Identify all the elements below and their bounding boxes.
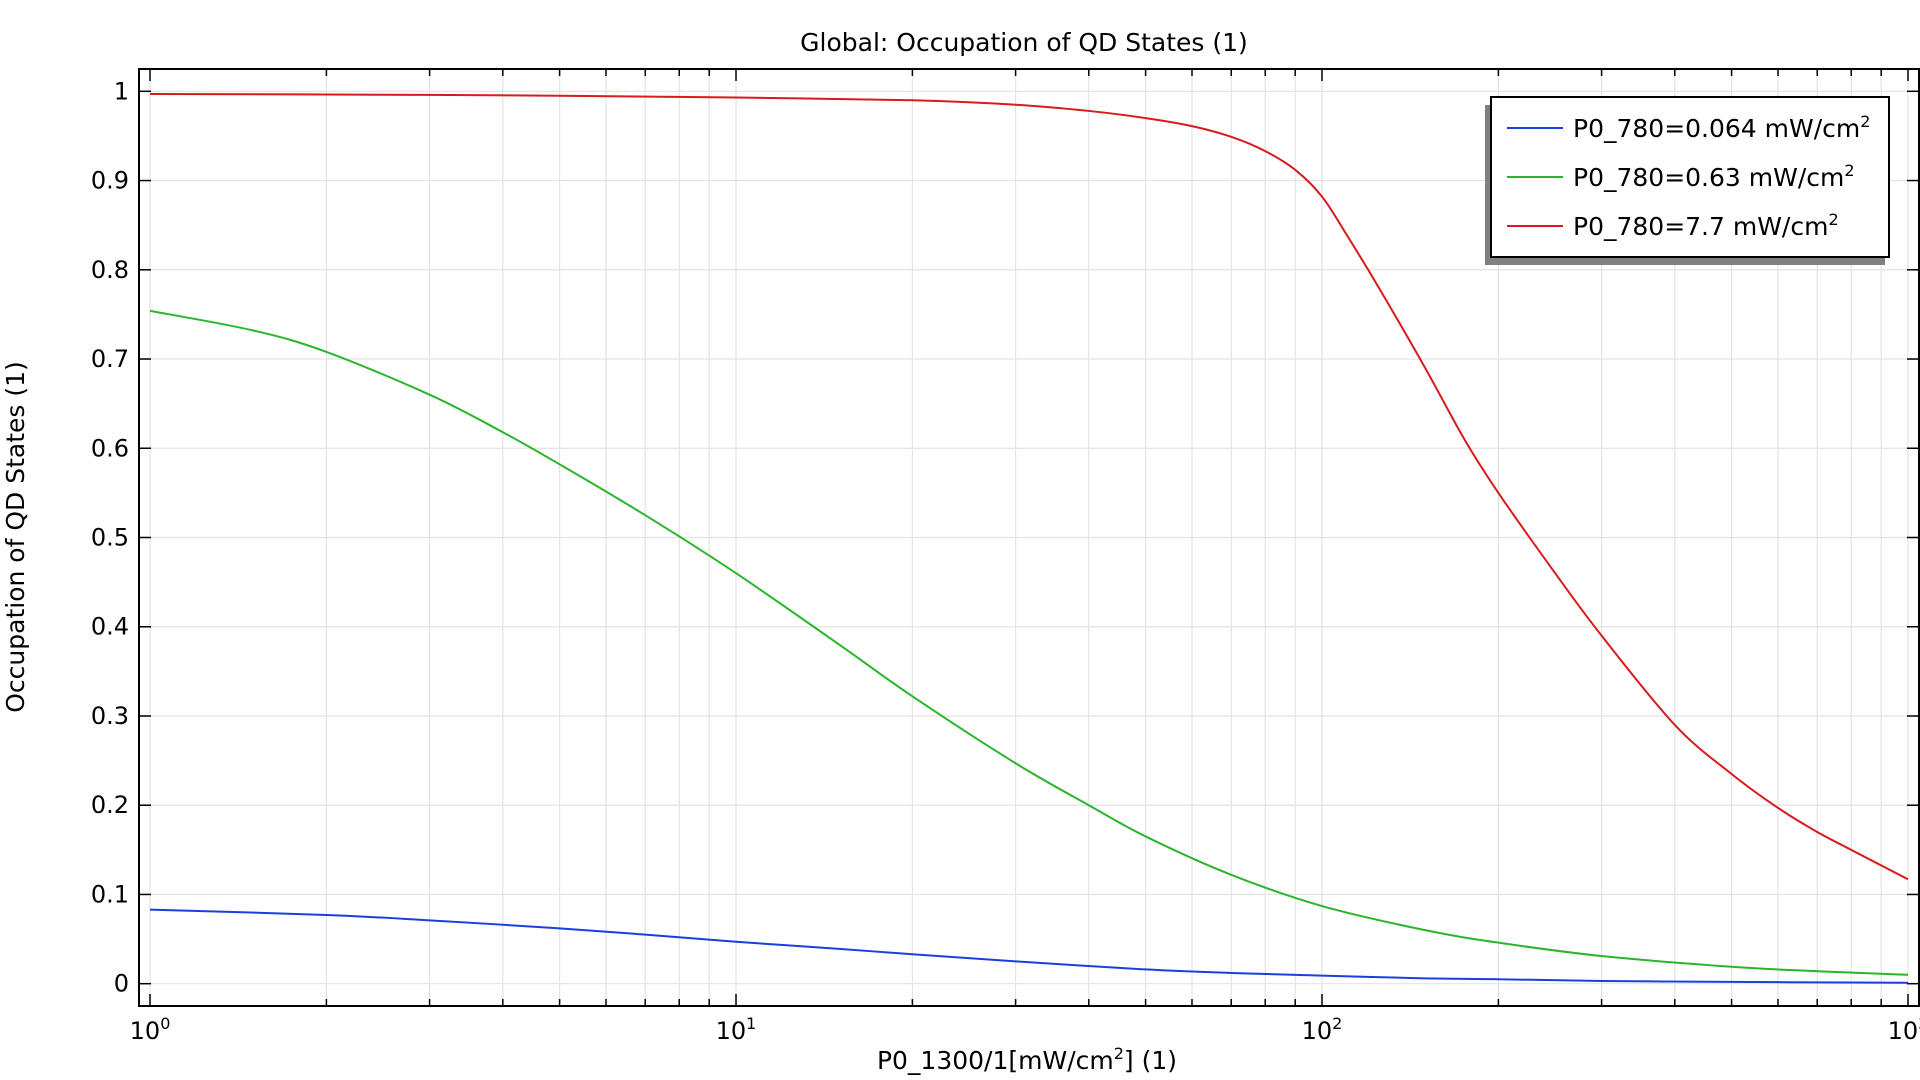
x-tick-label: 100	[130, 1014, 171, 1045]
y-tick-label: 0.2	[91, 791, 129, 819]
y-tick-label: 0.1	[91, 880, 129, 908]
x-tick-label-exponent: 2	[1332, 1014, 1342, 1033]
y-tick-label: 0.3	[91, 702, 129, 730]
axis-ticks: 10010110210300.10.20.30.40.50.60.70.80.9…	[91, 69, 1920, 1045]
x-axis-label: P0_1300/1[mW/cm2] (1)	[877, 1044, 1177, 1075]
series-lines	[149, 92, 1909, 984]
x-tick-label: 101	[716, 1014, 757, 1045]
x-tick-label-exponent: 1	[746, 1014, 756, 1033]
x-tick-label-base: 10	[130, 1017, 161, 1045]
legend-label: P0_780=7.7 mW/cm2	[1573, 210, 1839, 241]
x-tick-label-exponent: 0	[160, 1014, 170, 1033]
y-tick-label: 1	[114, 77, 129, 105]
y-axis-label: Occupation of QD States (1)	[1, 361, 30, 713]
x-tick-label-base: 10	[1888, 1017, 1919, 1045]
x-tick-label-base: 10	[1302, 1017, 1333, 1045]
legend-label: P0_780=0.064 mW/cm2	[1573, 112, 1870, 143]
x-tick-label-exponent: 3	[1918, 1014, 1920, 1033]
series-line	[149, 908, 1908, 984]
x-tick-label: 102	[1302, 1014, 1343, 1045]
y-tick-label: 0.6	[91, 434, 129, 462]
y-tick-label: 0.7	[91, 345, 129, 373]
legend-label-text: P0_780=0.064 mW/cm	[1573, 114, 1860, 143]
legend-label-superscript: 2	[1828, 210, 1838, 229]
y-tick-label: 0.4	[91, 613, 129, 641]
series-line	[149, 309, 1909, 976]
x-tick-label: 103	[1888, 1014, 1920, 1045]
legend-label-superscript: 2	[1860, 112, 1870, 131]
legend-label-text: P0_780=7.7 mW/cm	[1573, 212, 1828, 241]
y-tick-label: 0.9	[91, 167, 129, 195]
y-tick-label: 0	[114, 970, 129, 998]
y-tick-label: 0.8	[91, 256, 129, 284]
chart-title: Global: Occupation of QD States (1)	[800, 28, 1248, 57]
x-axis-label-superscript: 2	[1114, 1044, 1124, 1063]
x-axis-label-main: P0_1300/1[mW/cm	[877, 1046, 1114, 1075]
legend-label: P0_780=0.63 mW/cm2	[1573, 161, 1855, 192]
x-axis-label-suffix: ] (1)	[1124, 1046, 1177, 1075]
series-line	[150, 92, 1909, 881]
y-tick-label: 0.5	[91, 524, 129, 552]
legend-label-superscript: 2	[1844, 161, 1854, 180]
x-tick-label-base: 10	[716, 1017, 747, 1045]
legend-label-text: P0_780=0.63 mW/cm	[1573, 163, 1844, 192]
